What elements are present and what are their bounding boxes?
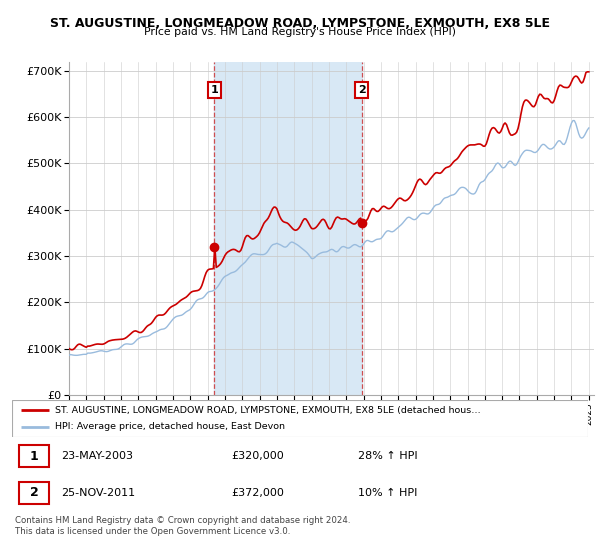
Text: HPI: Average price, detached house, East Devon: HPI: Average price, detached house, East…	[55, 422, 285, 431]
Text: 10% ↑ HPI: 10% ↑ HPI	[358, 488, 417, 498]
Text: 28% ↑ HPI: 28% ↑ HPI	[358, 451, 417, 461]
Text: ST. AUGUSTINE, LONGMEADOW ROAD, LYMPSTONE, EXMOUTH, EX8 5LE: ST. AUGUSTINE, LONGMEADOW ROAD, LYMPSTON…	[50, 17, 550, 30]
Text: 2: 2	[358, 85, 365, 95]
Text: 2: 2	[29, 486, 38, 500]
FancyBboxPatch shape	[19, 445, 49, 467]
Text: 1: 1	[211, 85, 218, 95]
FancyBboxPatch shape	[12, 400, 588, 437]
Text: 1: 1	[29, 450, 38, 463]
Text: £320,000: £320,000	[231, 451, 284, 461]
Text: Price paid vs. HM Land Registry's House Price Index (HPI): Price paid vs. HM Land Registry's House …	[144, 27, 456, 37]
FancyBboxPatch shape	[19, 482, 49, 503]
Text: ST. AUGUSTINE, LONGMEADOW ROAD, LYMPSTONE, EXMOUTH, EX8 5LE (detached hous…: ST. AUGUSTINE, LONGMEADOW ROAD, LYMPSTON…	[55, 406, 481, 415]
Text: 23-MAY-2003: 23-MAY-2003	[61, 451, 133, 461]
Text: £372,000: £372,000	[231, 488, 284, 498]
Text: Contains HM Land Registry data © Crown copyright and database right 2024.
This d: Contains HM Land Registry data © Crown c…	[15, 516, 350, 536]
Bar	[214, 62, 362, 395]
Text: 25-NOV-2011: 25-NOV-2011	[61, 488, 135, 498]
